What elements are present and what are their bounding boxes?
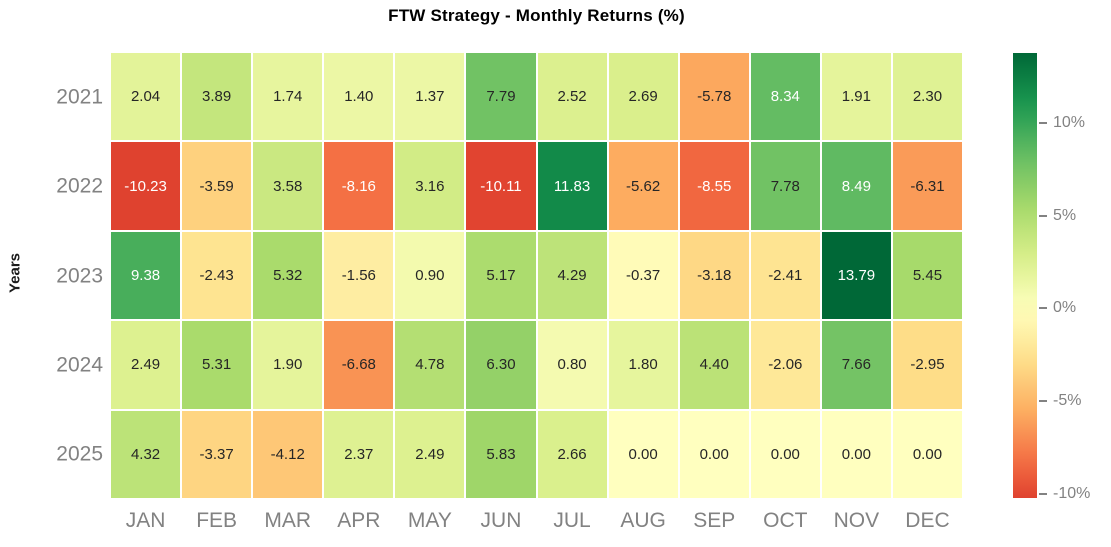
x-tick-label: SEP: [693, 509, 736, 532]
colorbar-tick-label: 0%: [1053, 299, 1077, 317]
heatmap-cell: -6.68: [324, 321, 394, 409]
heatmap-cell: -10.11: [466, 142, 536, 230]
x-tick-label: JUN: [480, 509, 522, 532]
x-tick-label: JAN: [125, 509, 166, 532]
heatmap-cell: 1.91: [821, 53, 891, 141]
heatmap-cell: -5.78: [679, 53, 749, 141]
y-tick-label: 2025: [56, 442, 103, 466]
heatmap-cell: -10.23: [111, 142, 181, 230]
heatmap-cell: -8.16: [324, 142, 394, 230]
heatmap-cell: 0.00: [892, 410, 962, 498]
heatmap-cell: -4.12: [253, 410, 323, 498]
heatmap-cell: 2.37: [324, 410, 394, 498]
heatmap-cell: 1.80: [608, 321, 678, 409]
heatmap-cell: 0.00: [608, 410, 678, 498]
y-tick-label: 2021: [56, 85, 103, 109]
heatmap-cell: -3.37: [182, 410, 252, 498]
heatmap-cell: 3.58: [253, 142, 323, 230]
heatmap-cell: -2.41: [750, 231, 820, 320]
heatmap-grid: 2.04 3.89 1.74 1.40 1.37 7.79 2.52 2.69 -5.78 8.3…: [111, 53, 962, 498]
colorbar-tick-mark: [1039, 214, 1047, 217]
y-tick-label: 2024: [56, 353, 103, 377]
x-tick-label: APR: [337, 509, 381, 532]
heatmap-cell: 2.69: [608, 53, 678, 141]
x-tick-label: AUG: [620, 509, 666, 532]
heatmap-cell: 3.89: [182, 53, 252, 141]
heatmap-cell: 4.29: [537, 231, 607, 320]
colorbar-gradient: [1013, 53, 1037, 498]
heatmap-cell: 2.49: [111, 321, 181, 409]
y-tick-label: 2023: [56, 264, 103, 287]
heatmap-cell: -5.62: [608, 142, 678, 230]
heatmap-cell: -3.18: [679, 231, 749, 320]
heatmap-cell: 4.78: [395, 321, 465, 409]
heatmap-cell: 5.32: [253, 231, 323, 320]
heatmap-cell: 0.80: [537, 321, 607, 409]
heatmap-cell: 1.37: [395, 53, 465, 141]
y-tick-label: 2022: [56, 174, 103, 198]
chart-title: FTW Strategy - Monthly Returns (%): [388, 6, 685, 25]
heatmap-cell: 13.79: [821, 231, 891, 320]
x-tick-label: JUL: [553, 509, 591, 532]
heatmap-cell: 9.38: [111, 231, 181, 320]
x-tick-label: FEB: [196, 509, 238, 532]
heatmap-cell: 5.83: [466, 410, 536, 498]
heatmap-cell: 8.34: [750, 53, 820, 141]
heatmap-cell: 0.90: [395, 231, 465, 320]
x-tick-label: MAR: [264, 509, 312, 532]
heatmap-cell: 3.16: [395, 142, 465, 230]
x-tick-label: DEC: [905, 509, 950, 532]
heatmap-cell: 0.00: [679, 410, 749, 498]
heatmap-cell: 5.17: [466, 231, 536, 320]
x-tick-label: MAY: [407, 509, 452, 532]
colorbar-tick-label: 5%: [1053, 206, 1077, 224]
colorbar-tick-mark: [1039, 492, 1047, 495]
heatmap-cell: 2.52: [537, 53, 607, 141]
heatmap-cell: 1.40: [324, 53, 394, 141]
colorbar-tick-label: -10%: [1053, 484, 1091, 502]
heatmap-cell: 2.66: [537, 410, 607, 498]
heatmap-cell: 5.31: [182, 321, 252, 409]
heatmap-cell: 5.45: [892, 231, 962, 320]
heatmap-cell: -2.06: [750, 321, 820, 409]
x-tick-label: NOV: [833, 509, 880, 532]
heatmap-cell: 7.66: [821, 321, 891, 409]
heatmap-cell: -6.31: [892, 142, 962, 230]
heatmap-cell: 8.49: [821, 142, 891, 230]
colorbar-tick-mark: [1039, 307, 1047, 310]
heatmap-cell: 7.79: [466, 53, 536, 141]
heatmap-cell: 2.30: [892, 53, 962, 141]
heatmap-cell: 1.74: [253, 53, 323, 141]
colorbar-tick-mark: [1039, 400, 1047, 403]
heatmap-cell: 11.83: [537, 142, 607, 230]
heatmap-cell: 4.32: [111, 410, 181, 498]
heatmap-cell: 4.40: [679, 321, 749, 409]
heatmap-cell: 7.78: [750, 142, 820, 230]
heatmap-cell: 6.30: [466, 321, 536, 409]
heatmap-cell: -2.43: [182, 231, 252, 320]
heatmap-cell: 2.04: [111, 53, 181, 141]
heatmap-cell: -3.59: [182, 142, 252, 230]
heatmap-cell: -0.37: [608, 231, 678, 320]
heatmap-cell: -2.95: [892, 321, 962, 409]
heatmap-cell: 2.49: [395, 410, 465, 498]
colorbar-tick-label: -5%: [1053, 392, 1082, 410]
heatmap-cell: -8.55: [679, 142, 749, 230]
heatmap-cell: 0.00: [821, 410, 891, 498]
x-tick-label: OCT: [763, 509, 808, 532]
heatmap-cell: 1.90: [253, 321, 323, 409]
heatmap-cell: 0.00: [750, 410, 820, 498]
heatmap-cell: -1.56: [324, 231, 394, 320]
colorbar-tick-mark: [1039, 122, 1047, 125]
colorbar-tick-label: 10%: [1053, 114, 1086, 132]
